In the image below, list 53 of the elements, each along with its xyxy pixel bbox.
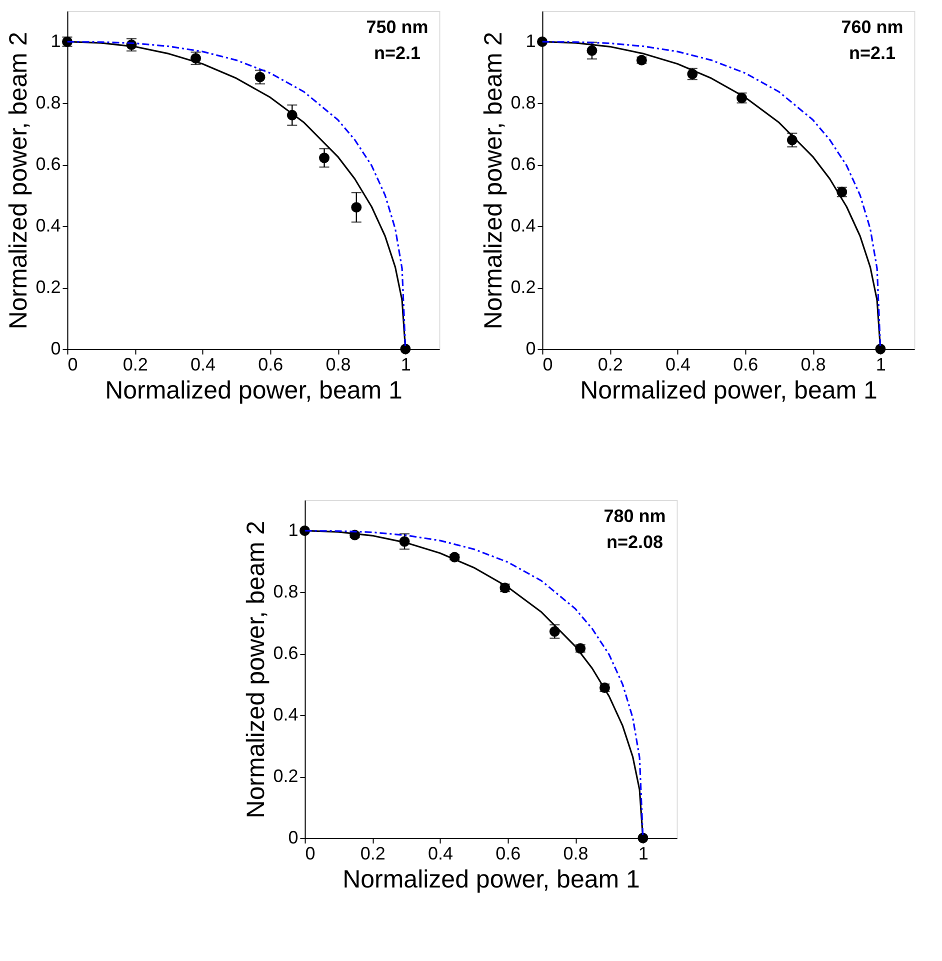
point — [300, 525, 310, 536]
y-tick-label: 1 — [50, 31, 61, 52]
x-tick-label: 0.6 — [258, 354, 284, 374]
x-tick-label: 1 — [638, 844, 648, 864]
x-tick-label: 0.8 — [326, 354, 351, 374]
x-axis-title: Normalized power, beam 1 — [580, 376, 878, 404]
x-axis-title: Normalized power, beam 1 — [342, 866, 640, 894]
x-tick-label: 0.4 — [190, 354, 216, 374]
point — [319, 152, 330, 164]
y-tick-label: 0 — [50, 338, 61, 358]
x-tick-label: 0.2 — [122, 354, 148, 374]
annotation: 750 nm — [366, 17, 428, 37]
y-tick-label: 0.6 — [510, 154, 536, 174]
x-tick-label: 0.6 — [496, 844, 521, 864]
x-tick-label: 1 — [876, 354, 886, 374]
annotation: 780 nm — [604, 506, 666, 526]
annotation: n=2.08 — [606, 532, 664, 552]
x-tick-label: 0.4 — [666, 354, 691, 374]
annotation: n=2.1 — [848, 43, 896, 63]
x-tick-label: 0 — [542, 354, 553, 374]
y-tick-label: 1 — [526, 31, 536, 52]
x-tick-label: 0.8 — [563, 844, 588, 864]
x-tick-label: 1 — [400, 354, 411, 374]
y-axis-title: Normalized power, beam 2 — [242, 520, 270, 818]
y-tick-label: 0.6 — [273, 643, 298, 664]
y-axis-title: Normalized power, beam 2 — [4, 32, 33, 330]
x-tick-label: 0.4 — [428, 844, 454, 864]
y-tick-label: 0.4 — [36, 216, 61, 236]
y-tick-label: 0.2 — [510, 277, 536, 298]
x-tick-label: 0.8 — [800, 354, 826, 374]
x-tick-label: 0 — [68, 354, 78, 374]
y-tick-label: 0 — [288, 828, 298, 848]
y-tick-label: 0.2 — [273, 766, 298, 786]
x-tick-label: 0.6 — [733, 354, 758, 374]
x-tick-label: 0.2 — [360, 844, 386, 864]
y-tick-label: 0.4 — [273, 704, 298, 725]
point — [586, 45, 598, 56]
y-tick-label: 0.6 — [36, 154, 61, 174]
y-tick-label: 0.8 — [510, 92, 536, 113]
y-tick-label: 0.2 — [36, 277, 61, 298]
x-axis-title: Normalized power, beam 1 — [105, 376, 402, 404]
x-tick-label: 0.2 — [598, 354, 623, 374]
y-tick-label: 1 — [288, 520, 298, 540]
y-tick-label: 0.4 — [510, 216, 536, 236]
y-tick-label: 0.8 — [273, 582, 298, 602]
point — [351, 202, 362, 213]
annotation: 760 nm — [841, 17, 904, 37]
y-tick-label: 0.8 — [36, 92, 61, 113]
point — [537, 36, 548, 47]
annotation: n=2.1 — [374, 43, 421, 63]
y-axis-title: Normalized power, beam 2 — [480, 32, 508, 330]
x-tick-label: 0 — [305, 844, 316, 864]
y-tick-label: 0 — [526, 338, 536, 358]
